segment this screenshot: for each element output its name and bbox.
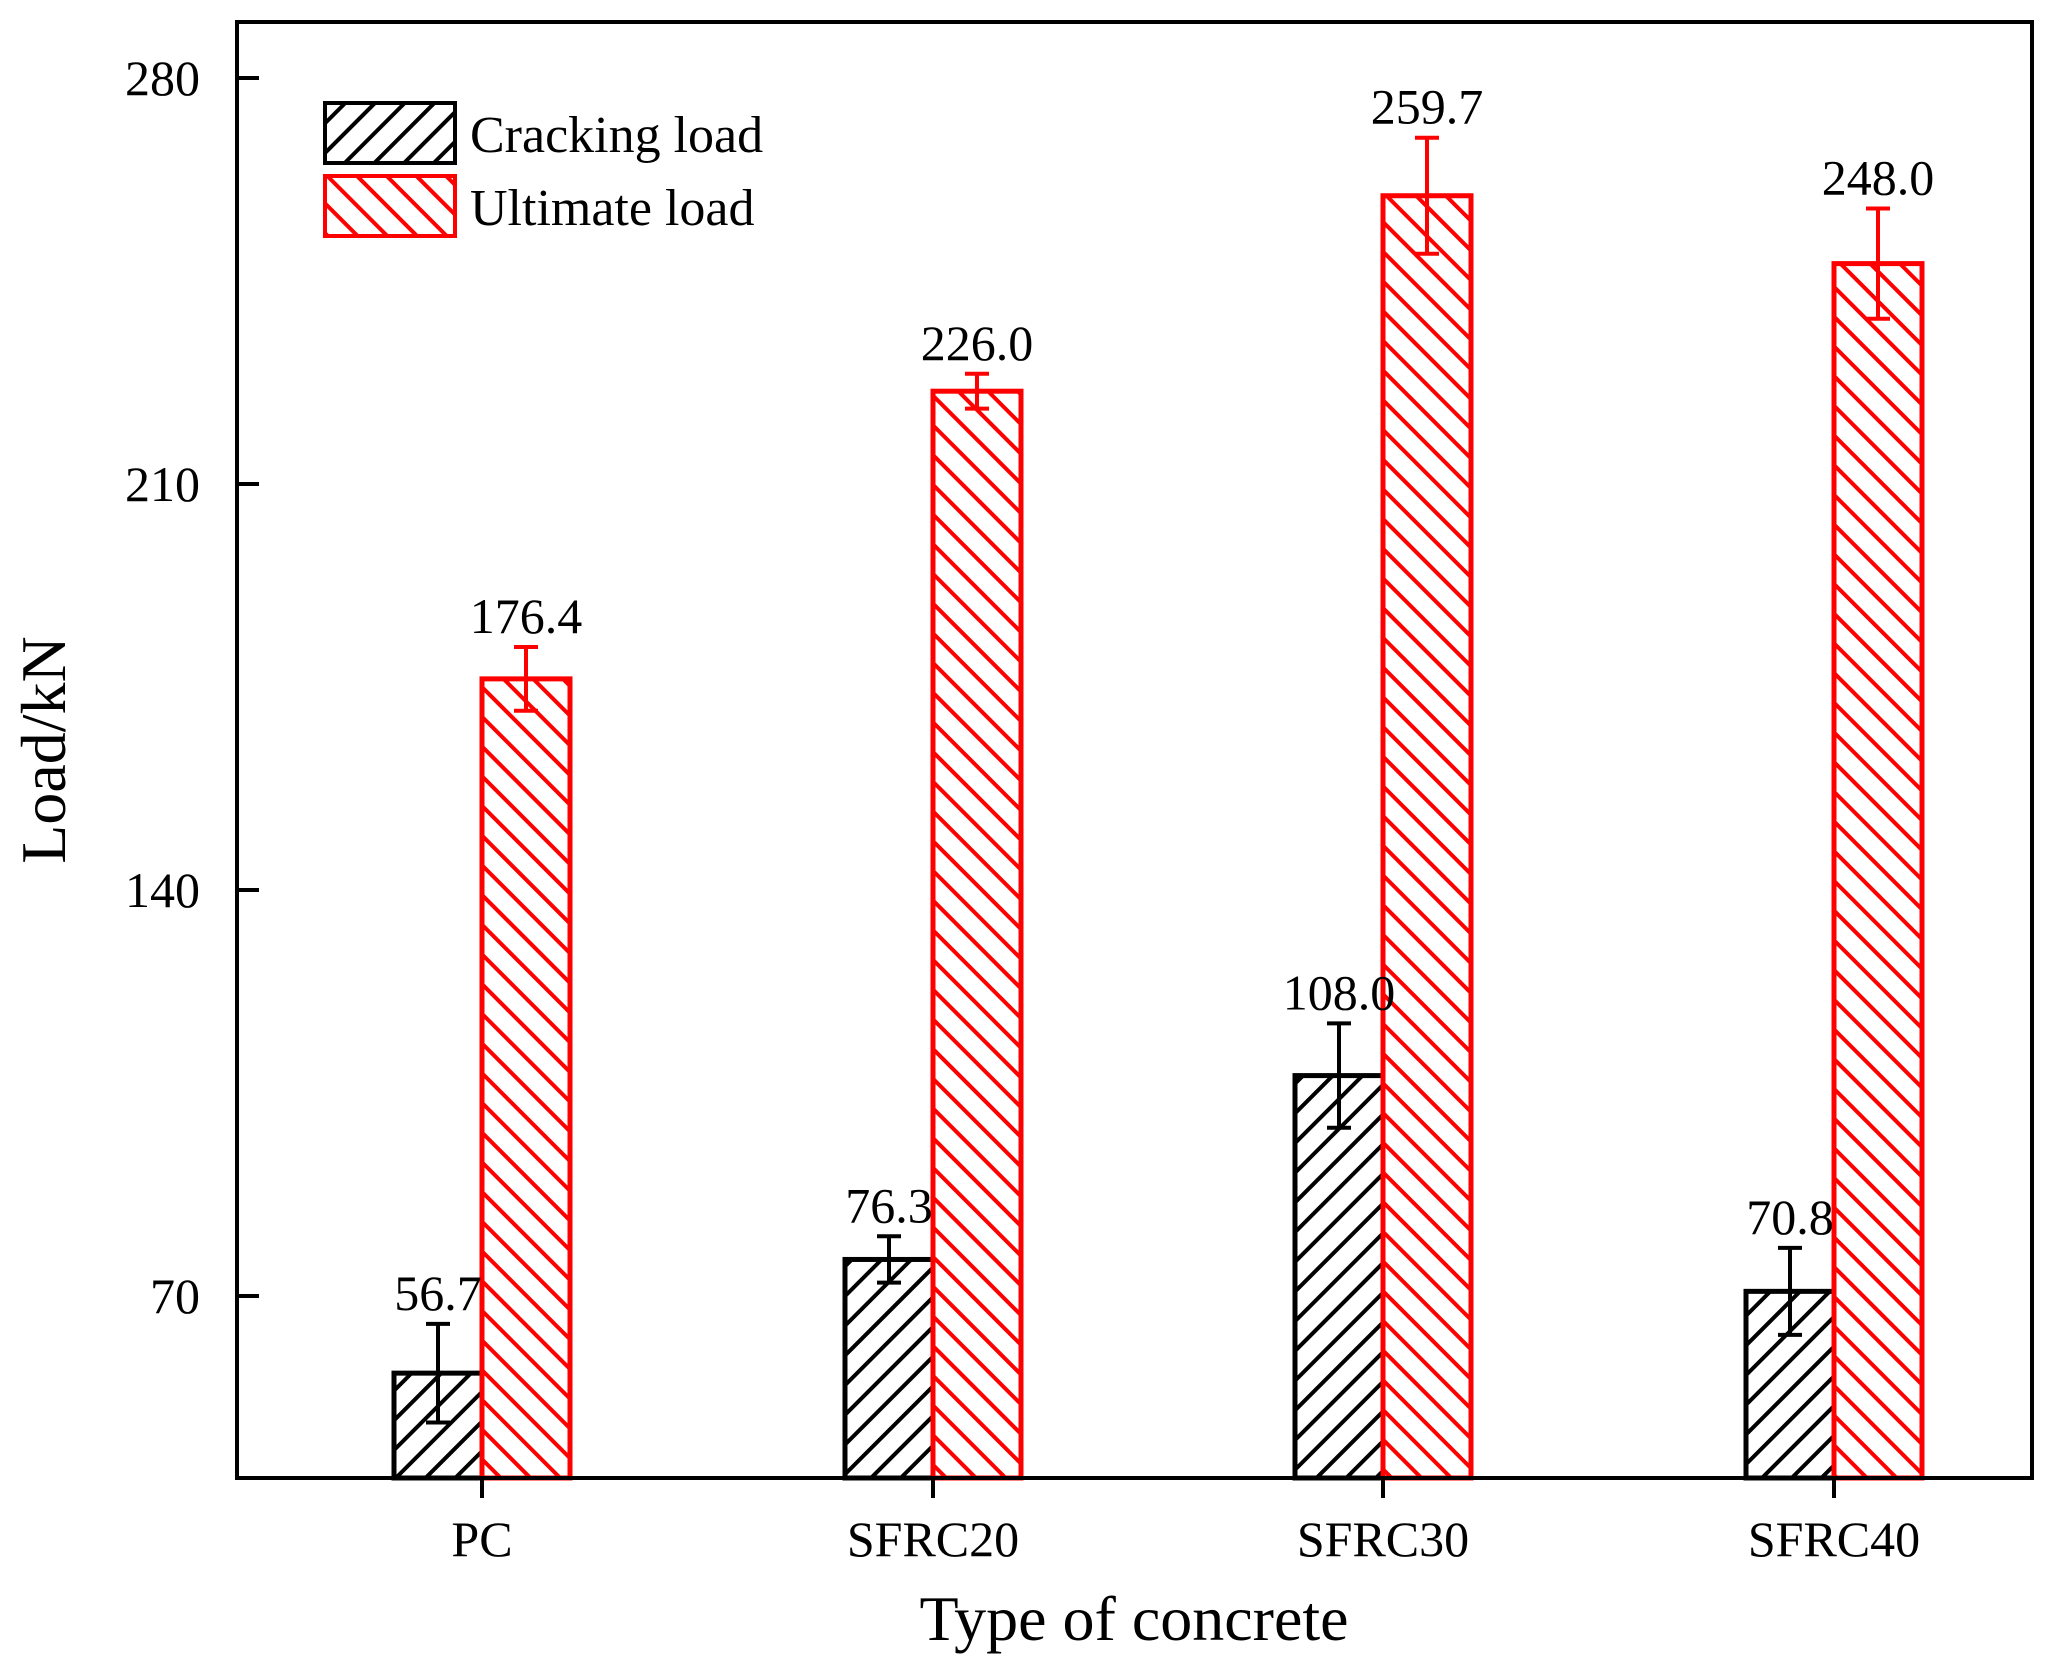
legend-item-cracking-load: Cracking load [323,101,763,165]
legend-item-ultimate-load: Ultimate load [323,174,754,238]
data-label-cracking-load-sfrc40: 70.8 [1746,1189,1834,1245]
data-label-ultimate-load-sfrc30: 259.7 [1371,79,1484,135]
x-tick-label-sfrc40: SFRC40 [1748,1511,1920,1567]
bar-ultimate-load-pc [479,676,573,1481]
legend-swatch-ultimate-load [323,174,457,238]
data-label-cracking-load-sfrc30: 108.0 [1283,964,1396,1020]
y-tick-label-140: 140 [125,862,200,918]
bar-cracking-load-sfrc30 [1292,1073,1386,1481]
legend: Cracking load Ultimate load [323,101,763,238]
x-axis-title: Type of concrete [919,1583,1348,1654]
data-label-ultimate-load-pc: 176.4 [470,588,583,644]
x-tick-label-sfrc20: SFRC20 [847,1511,1019,1567]
data-label-ultimate-load-sfrc20: 226.0 [921,315,1034,371]
bar-ultimate-load-sfrc20 [930,388,1024,1481]
y-tick-label-210: 210 [125,456,200,512]
x-tick-label-sfrc30: SFRC30 [1297,1511,1469,1567]
bars-group [391,193,1925,1481]
y-axis-title: Load/kN [8,636,79,864]
bar-ultimate-load-sfrc40 [1831,261,1925,1481]
legend-swatch-cracking-load [323,101,457,165]
error-bars-group [426,135,1890,1425]
legend-label-cracking-load: Cracking load [470,107,763,164]
y-tick-label-280: 280 [125,50,200,106]
data-label-cracking-load-pc: 56.7 [394,1265,482,1321]
bar-cracking-load-sfrc20 [842,1256,936,1481]
errorbar-ultimate-load-sfrc20 [965,371,989,411]
legend-label-ultimate-load: Ultimate load [470,180,754,237]
errorbar-cracking-load-sfrc30 [1327,1021,1351,1130]
plot-frame [235,20,2034,1480]
errorbar-ultimate-load-sfrc30 [1415,135,1439,256]
errorbar-ultimate-load-sfrc40 [1866,206,1890,321]
data-label-cracking-load-sfrc20: 76.3 [845,1177,933,1233]
errorbar-ultimate-load-pc [514,644,538,713]
bar-ultimate-load-sfrc30 [1380,193,1474,1481]
errorbar-cracking-load-sfrc40 [1778,1245,1802,1337]
x-tick-label-pc: PC [451,1511,512,1567]
errorbar-cracking-load-pc [426,1321,450,1425]
errorbar-cracking-load-sfrc20 [877,1234,901,1285]
data-labels-group: 56.7 76.3 108.0 70.8 176.4 226.0 259.7 248.0 [394,79,1934,1321]
x-axis: PC SFRC20 SFRC30 SFRC40 [451,1478,1920,1567]
y-axis: 70 140 210 280 [125,50,259,1324]
data-label-ultimate-load-sfrc40: 248.0 [1822,150,1935,206]
y-tick-label-70: 70 [150,1268,200,1324]
